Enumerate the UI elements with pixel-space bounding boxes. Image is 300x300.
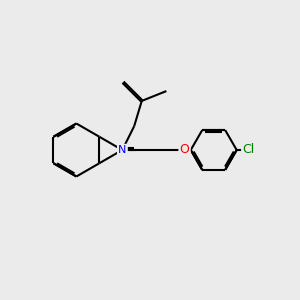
Text: N: N — [118, 145, 127, 155]
Text: N: N — [118, 145, 127, 155]
Text: Cl: Cl — [242, 143, 255, 157]
Text: O: O — [180, 143, 190, 157]
